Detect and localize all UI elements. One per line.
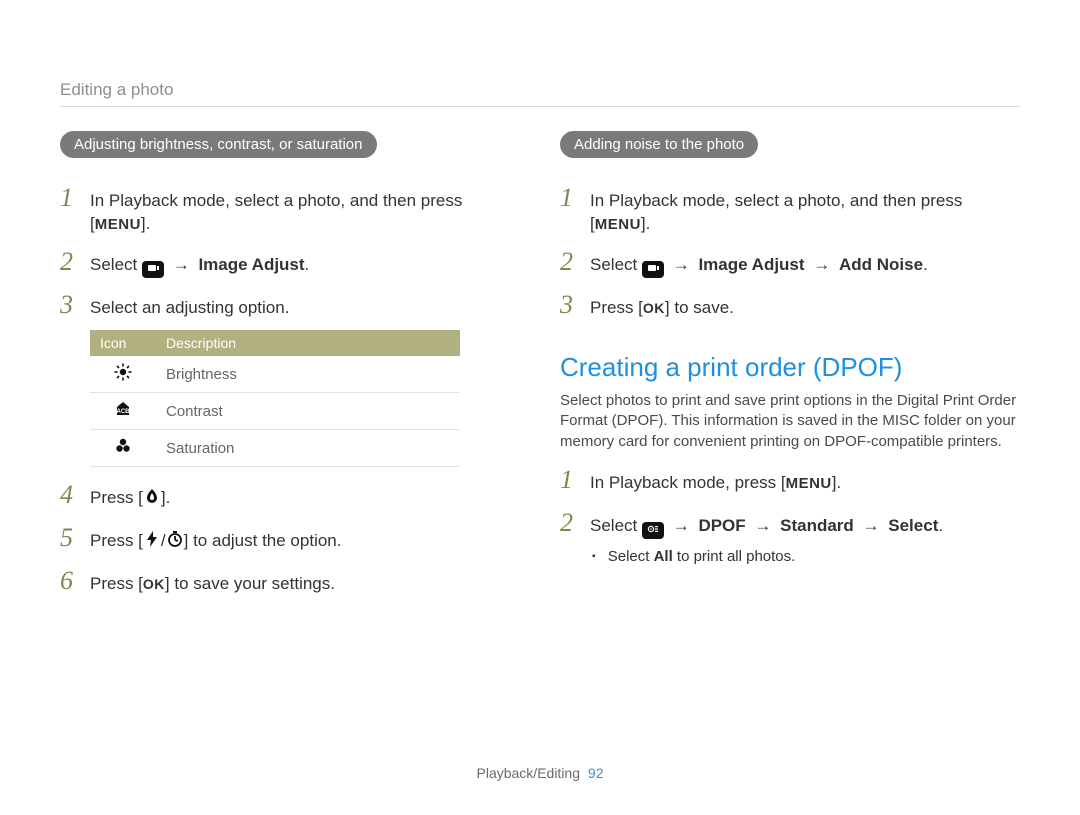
table-row: ACB Contrast xyxy=(90,393,460,430)
text: to print all photos. xyxy=(673,548,796,565)
saturation-icon xyxy=(90,430,156,467)
step-number: 2 xyxy=(560,244,580,279)
step-left-4: 4 Press []. xyxy=(60,477,520,512)
text: Select xyxy=(590,516,642,535)
text: Press [ xyxy=(90,531,143,550)
edit-chip-icon xyxy=(642,261,664,278)
pill-noise: Adding noise to the photo xyxy=(560,131,758,158)
bullet-select-all: Select All to print all photos. xyxy=(592,548,1020,565)
step-number: 1 xyxy=(60,180,80,215)
text: ] to save your settings. xyxy=(165,574,335,593)
page-footer: Playback/Editing 92 xyxy=(60,765,1020,781)
arrow-icon: → xyxy=(858,516,884,535)
text: In Playback mode, press [ xyxy=(590,473,786,492)
step-dpof-2: 2 Select → DPOF → Standard → Select. xyxy=(560,505,1020,540)
text: ]. xyxy=(161,488,170,507)
bold-text: Image Adjust xyxy=(198,255,304,274)
arrow-icon: → xyxy=(168,255,194,274)
table-cell: Saturation xyxy=(156,430,460,467)
footer-section: Playback/Editing xyxy=(477,765,581,781)
text: . xyxy=(938,516,943,535)
bold-text: Add Noise xyxy=(839,255,923,274)
step-number: 3 xyxy=(60,287,80,322)
contrast-icon: ACB xyxy=(90,393,156,430)
step-number: 5 xyxy=(60,520,80,555)
text: Select xyxy=(90,255,142,274)
bold-text: Select xyxy=(888,516,938,535)
step-number: 4 xyxy=(60,477,80,512)
arrow-icon: → xyxy=(750,516,776,535)
text: Select xyxy=(608,548,654,565)
text: ]. xyxy=(832,473,841,492)
step-dpof-1: 1 In Playback mode, press [MENU]. xyxy=(560,462,1020,497)
bold-text: All xyxy=(654,548,673,565)
right-column: Adding noise to the photo 1 In Playback … xyxy=(560,131,1020,606)
macro-icon xyxy=(143,488,161,507)
menu-label: MENU xyxy=(95,216,141,233)
left-column: Adjusting brightness, contrast, or satur… xyxy=(60,131,520,606)
timer-icon xyxy=(166,531,184,550)
breadcrumb: Editing a photo xyxy=(60,80,1020,107)
arrow-icon: → xyxy=(668,516,694,535)
table-header-icon: Icon xyxy=(90,330,156,356)
section-title-dpof: Creating a print order (DPOF) xyxy=(560,352,1020,383)
bold-text: DPOF xyxy=(698,516,745,535)
arrow-icon: → xyxy=(809,255,835,274)
text: Press [ xyxy=(90,574,143,593)
brightness-icon xyxy=(90,356,156,393)
table-header-desc: Description xyxy=(156,330,460,356)
svg-text:ACB: ACB xyxy=(117,409,131,415)
arrow-icon: → xyxy=(668,255,694,274)
step-number: 2 xyxy=(560,505,580,540)
menu-label: MENU xyxy=(786,475,832,492)
footer-page-number: 92 xyxy=(588,765,604,781)
text: . xyxy=(305,255,310,274)
edit-chip-icon xyxy=(142,261,164,278)
dpof-description: Select photos to print and save print op… xyxy=(560,391,1020,452)
step-number: 2 xyxy=(60,244,80,279)
text: ]. xyxy=(141,214,150,233)
step-number: 3 xyxy=(560,287,580,322)
text: Press [ xyxy=(590,298,643,317)
pill-adjusting: Adjusting brightness, contrast, or satur… xyxy=(60,131,377,158)
step-noise-1: 1 In Playback mode, select a photo, and … xyxy=(560,180,1020,236)
text: Select an adjusting option. xyxy=(90,297,520,320)
text: . xyxy=(923,255,928,274)
text: ] to save. xyxy=(665,298,734,317)
text: Select xyxy=(590,255,642,274)
settings-chip-icon xyxy=(642,522,664,539)
step-left-2: 2 Select → Image Adjust. xyxy=(60,244,520,279)
step-left-6: 6 Press [OK] to save your settings. xyxy=(60,563,520,598)
step-left-5: 5 Press [/] to adjust the option. xyxy=(60,520,520,555)
text: ]. xyxy=(641,214,650,233)
step-number: 6 xyxy=(60,563,80,598)
table-row: Saturation xyxy=(90,430,460,467)
ok-label: OK xyxy=(143,576,165,592)
step-number: 1 xyxy=(560,180,580,215)
step-number: 1 xyxy=(560,462,580,497)
text: Press [ xyxy=(90,488,143,507)
step-left-1: 1 In Playback mode, select a photo, and … xyxy=(60,180,520,236)
bold-text: Image Adjust xyxy=(698,255,804,274)
text: ] to adjust the option. xyxy=(184,531,342,550)
step-left-3: 3 Select an adjusting option. xyxy=(60,287,520,322)
flash-icon xyxy=(143,531,161,550)
table-cell: Contrast xyxy=(156,393,460,430)
table-cell: Brightness xyxy=(156,356,460,393)
table-row: Brightness xyxy=(90,356,460,393)
ok-label: OK xyxy=(643,300,665,316)
options-table: Icon Description Brightness ACB xyxy=(90,330,460,467)
step-noise-3: 3 Press [OK] to save. xyxy=(560,287,1020,322)
step-noise-2: 2 Select → Image Adjust → Add Noise. xyxy=(560,244,1020,279)
bold-text: Standard xyxy=(780,516,854,535)
menu-label: MENU xyxy=(595,216,641,233)
